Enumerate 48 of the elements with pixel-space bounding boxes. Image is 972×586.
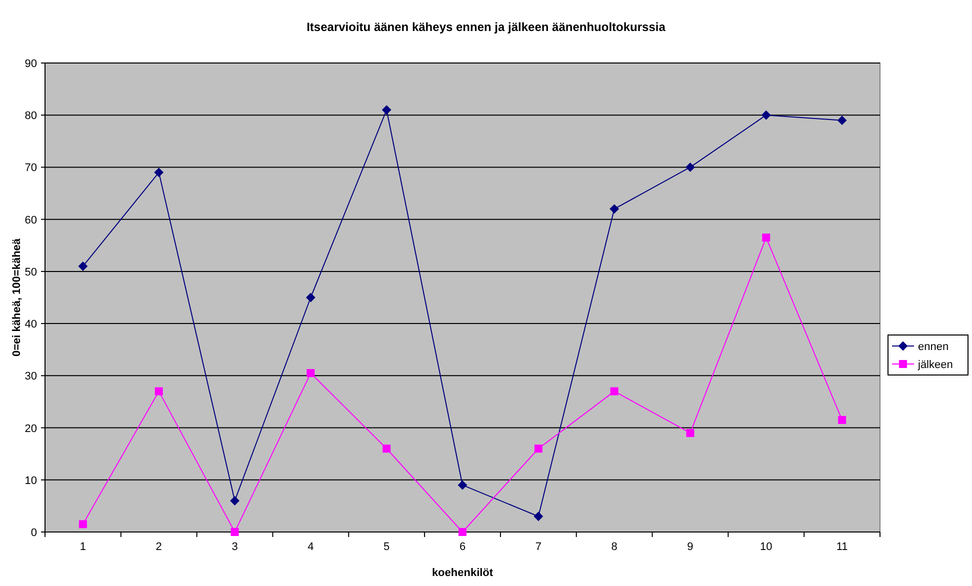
x-tick-label: 4 [308, 541, 314, 553]
point [154, 168, 164, 177]
point [534, 444, 542, 453]
point [230, 528, 239, 536]
legend-label: jälkeen [917, 359, 953, 371]
chart-title: Itsearvioitu äänen käheys ennen ja jälkeen äänenhuoltokurssia [306, 20, 666, 34]
point [762, 110, 771, 120]
point [610, 204, 619, 214]
x-tick-label: 10 [760, 541, 772, 553]
point [838, 416, 846, 424]
legend-label: ennen [918, 341, 949, 353]
y-tick-label: 10 [24, 474, 37, 487]
x-tick-label: 3 [232, 541, 238, 553]
x-tick-label: 9 [687, 541, 694, 553]
point [686, 428, 694, 437]
point [382, 444, 391, 453]
y-tick-label: 60 [24, 214, 37, 226]
y-tick-label: 50 [24, 266, 37, 278]
point [458, 528, 466, 536]
x-tick-label: 1 [80, 541, 86, 553]
point [458, 480, 467, 490]
x-axis-title: koehenkilöt [432, 567, 494, 579]
y-tick-label: 80 [24, 110, 37, 122]
x-tick-label: 2 [156, 541, 162, 553]
point [306, 293, 316, 302]
y-axis-title: 0=ei käheä, 100=käheä [11, 238, 23, 357]
y-tick-label: 20 [24, 422, 37, 435]
y-tick-label: 90 [24, 58, 37, 70]
point [154, 387, 163, 396]
point [838, 116, 847, 125]
x-tick-label: 7 [535, 541, 542, 553]
point [610, 387, 618, 396]
point [78, 520, 87, 528]
point [382, 105, 392, 114]
y-tick-label: 70 [24, 162, 37, 174]
point [686, 162, 695, 172]
point [230, 496, 240, 506]
point [534, 512, 543, 521]
point [762, 234, 770, 242]
y-tick-label: 30 [24, 370, 37, 383]
y-tick-label: 0 [30, 527, 37, 539]
y-tick-label: 40 [24, 318, 37, 331]
point [306, 369, 315, 378]
x-tick-label: 5 [384, 541, 390, 553]
x-tick-label: 8 [611, 541, 618, 553]
point [78, 262, 88, 271]
x-tick-label: 11 [836, 541, 848, 553]
x-tick-label: 6 [459, 541, 466, 553]
